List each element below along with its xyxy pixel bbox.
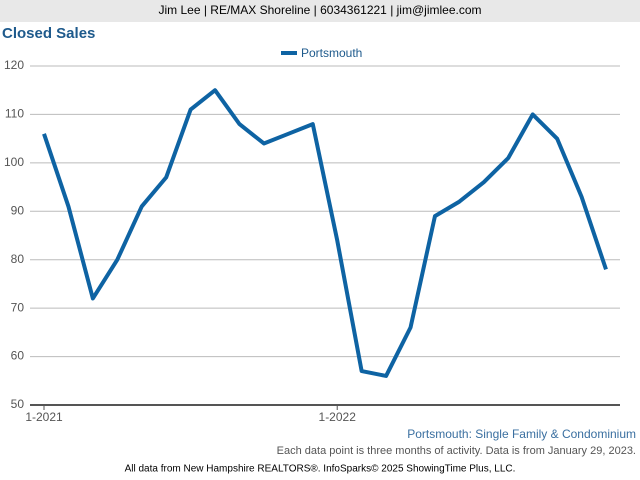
y-tick-label: 100 bbox=[4, 155, 24, 169]
y-tick-label: 50 bbox=[11, 397, 25, 411]
y-tick-label: 90 bbox=[11, 203, 25, 217]
y-tick-label: 70 bbox=[11, 300, 25, 314]
legend-label: Portsmouth bbox=[301, 46, 362, 60]
chart-title: Closed Sales bbox=[2, 25, 95, 42]
y-tick-label: 110 bbox=[5, 107, 24, 121]
header-bar bbox=[0, 0, 640, 22]
x-tick-label: 1-2022 bbox=[319, 410, 357, 424]
subtitle: Portsmouth: Single Family & Condominium bbox=[407, 427, 636, 441]
y-tick-label: 120 bbox=[4, 58, 24, 72]
x-tick-label: 1-2021 bbox=[25, 410, 63, 424]
y-tick-label: 80 bbox=[11, 252, 25, 266]
header: Jim Lee | RE/MAX Shoreline | 6034361221 … bbox=[158, 3, 481, 17]
note: Each data point is three months of activ… bbox=[277, 445, 636, 457]
line bbox=[42, 88, 608, 378]
source: All data from New Hampshire REALTORS®. I… bbox=[125, 464, 516, 475]
y-tick-label: 60 bbox=[11, 349, 25, 363]
